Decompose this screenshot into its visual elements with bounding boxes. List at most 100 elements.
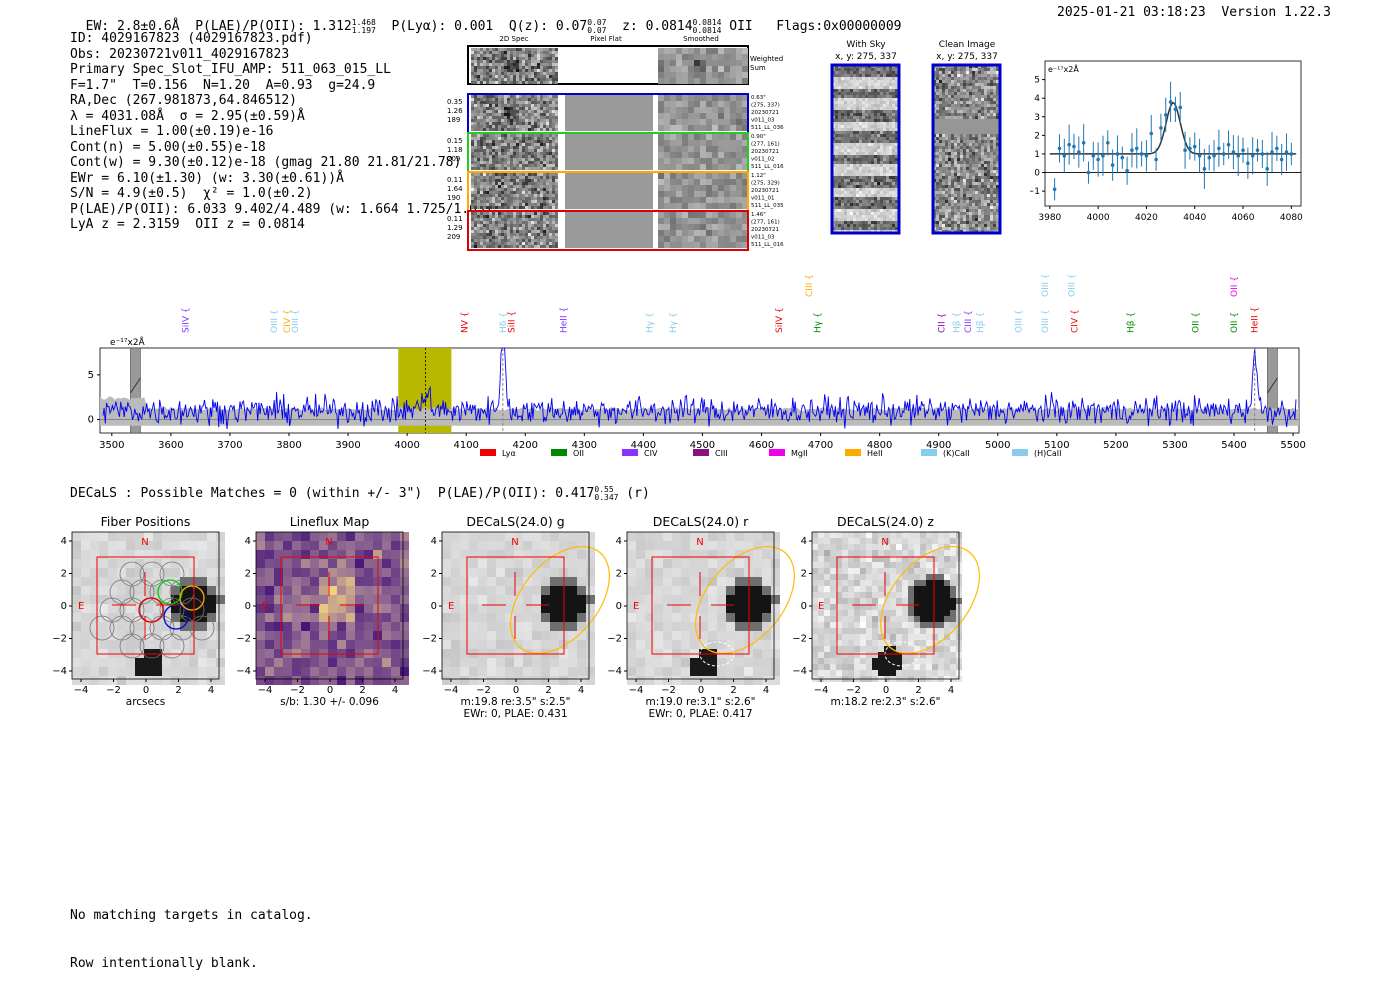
data-point (1125, 169, 1129, 173)
pixel (736, 54, 742, 60)
pixel (835, 92, 838, 95)
pixel (889, 176, 892, 179)
cutout-row-stat: 209 (447, 155, 460, 163)
pixel (730, 218, 736, 224)
pixel (688, 95, 694, 101)
pixel (528, 203, 531, 206)
pixel (522, 212, 525, 215)
pixel (990, 146, 993, 149)
pixel (546, 224, 549, 227)
pixel (880, 158, 883, 161)
pixel (972, 143, 975, 146)
pixel (871, 134, 874, 137)
pixel (534, 48, 537, 51)
pixel (495, 54, 498, 57)
pixel (549, 227, 552, 230)
pixel (954, 110, 957, 113)
pixel (504, 173, 507, 176)
pixel (492, 242, 495, 245)
pixel (844, 125, 847, 128)
pixel (492, 164, 495, 167)
pixel (498, 48, 501, 51)
pixel (495, 104, 498, 107)
pixel (957, 86, 960, 89)
pixel (730, 134, 736, 140)
pixel (477, 245, 480, 248)
pixel (865, 170, 868, 173)
data-point (1116, 152, 1120, 156)
pixel (507, 98, 510, 101)
pixel (954, 89, 957, 92)
pixel (942, 137, 945, 140)
pixel (555, 242, 558, 245)
pixel (531, 203, 534, 206)
pixel (886, 173, 889, 176)
pixel (706, 107, 712, 113)
pixel (874, 170, 877, 173)
pixel (889, 122, 892, 125)
pixel (477, 224, 480, 227)
pixel (993, 200, 996, 203)
pixel (495, 215, 498, 218)
pixel (700, 212, 706, 218)
pixel (978, 146, 981, 149)
pixel (519, 161, 522, 164)
pixel (525, 245, 528, 248)
pixel (957, 137, 960, 140)
pixel (501, 113, 504, 116)
pixel (945, 194, 948, 197)
spectral-line-text: OIII { (1068, 275, 1078, 297)
pixel (531, 113, 534, 116)
pixel (706, 236, 712, 242)
pixel (865, 191, 868, 194)
pixel (945, 101, 948, 104)
pixel (835, 203, 838, 206)
pixel (480, 149, 483, 152)
pixel (936, 113, 939, 116)
pixel (871, 164, 874, 167)
pixel (945, 164, 948, 167)
pixel (889, 116, 892, 119)
pixel (960, 119, 963, 122)
pixel (862, 212, 865, 215)
pixel (486, 54, 489, 57)
pixel (877, 107, 880, 110)
pixel (510, 218, 513, 221)
pixel (868, 128, 871, 131)
pixel (883, 68, 886, 71)
pixel (954, 185, 957, 188)
pixel (957, 215, 960, 218)
pixel (549, 245, 552, 248)
pixel (670, 107, 676, 113)
pixel (990, 209, 993, 212)
pixel (495, 51, 498, 54)
pixel (847, 146, 850, 149)
pixel (871, 224, 874, 227)
pixel (489, 164, 492, 167)
pixel (835, 227, 838, 230)
pixel (513, 173, 516, 176)
pixel (498, 81, 501, 84)
pixel (489, 188, 492, 191)
pixel (712, 48, 718, 54)
pixel (886, 146, 889, 149)
pixel (960, 68, 963, 71)
pixel (850, 83, 853, 86)
pixel (525, 191, 528, 194)
pixel (537, 215, 540, 218)
pixel (495, 48, 498, 51)
pixel (835, 212, 838, 215)
pixel (474, 95, 477, 98)
pixel (670, 158, 676, 164)
pixel (552, 149, 555, 152)
pixel (522, 128, 525, 131)
pixel (859, 224, 862, 227)
pixel (537, 119, 540, 122)
pixel (507, 191, 510, 194)
pixel (513, 107, 516, 110)
pixel (513, 128, 516, 131)
pixel (477, 140, 480, 143)
pixel (856, 170, 859, 173)
pixel (960, 98, 963, 101)
pixel (862, 191, 865, 194)
